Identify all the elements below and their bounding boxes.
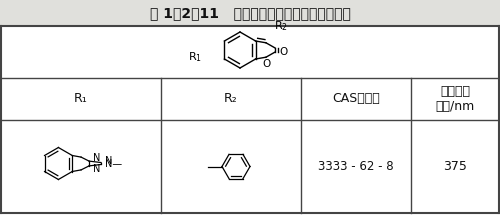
Text: 最大吸收
波长/nm: 最大吸收 波长/nm [436,85,474,113]
Text: N: N [93,153,100,163]
Bar [0,0,500,26]
Text: O: O [263,59,271,69]
Text: N: N [93,164,100,174]
Text: R$_2$: R$_2$ [274,19,288,33]
Text: 表 1－2－11   不同取代基香豆素类荧光增白剂: 表 1－2－11 不同取代基香豆素类荧光增白剂 [150,6,350,20]
Text: O: O [280,47,288,57]
Text: 375: 375 [443,160,467,173]
Text: CAS登记号: CAS登记号 [332,92,380,106]
Text: R₁: R₁ [74,92,88,106]
Text: N: N [105,155,112,166]
Text: R$_1$: R$_1$ [188,50,202,64]
Text: 3333 - 62 - 8: 3333 - 62 - 8 [318,160,394,173]
Text: N—: N— [105,160,122,169]
Text: R₂: R₂ [224,92,238,106]
